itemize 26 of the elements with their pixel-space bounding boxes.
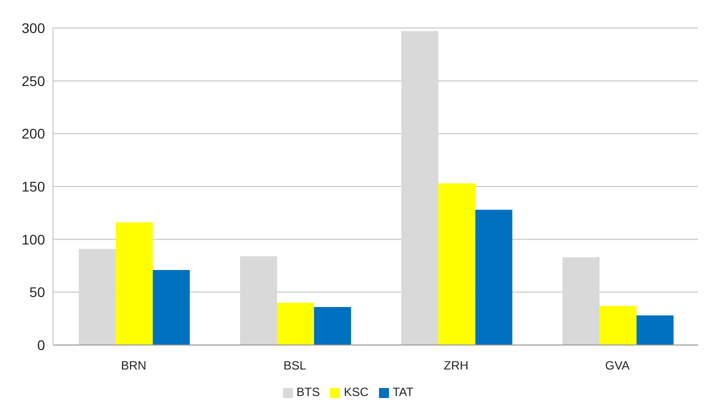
bar — [401, 31, 438, 345]
y-tick-label: 0 — [37, 336, 46, 353]
y-tick-label: 150 — [22, 178, 46, 194]
legend-label: KSC — [344, 385, 369, 399]
bar — [438, 183, 476, 345]
y-tick-label: 250 — [22, 72, 46, 89]
bar — [314, 306, 352, 345]
y-tick-label: 200 — [22, 126, 46, 142]
bar — [116, 222, 153, 345]
x-tick-label: BSL — [284, 358, 307, 373]
y-tick-label: 300 — [22, 20, 46, 36]
bar — [78, 248, 116, 345]
bar — [152, 270, 190, 345]
legend-label: TAT — [392, 385, 414, 399]
y-tick-label: 50 — [29, 284, 46, 300]
x-tick-label: ZRH — [444, 358, 468, 373]
y-tick-label: 100 — [22, 231, 46, 248]
bar — [562, 257, 600, 345]
bar — [240, 256, 278, 345]
x-tick-label: GVA — [605, 358, 630, 373]
legend-label: BTS — [296, 385, 320, 399]
x-tick-label: BRN — [120, 358, 146, 373]
bar — [600, 306, 637, 345]
bar — [475, 210, 512, 345]
bar — [636, 315, 674, 345]
bar — [277, 302, 314, 345]
